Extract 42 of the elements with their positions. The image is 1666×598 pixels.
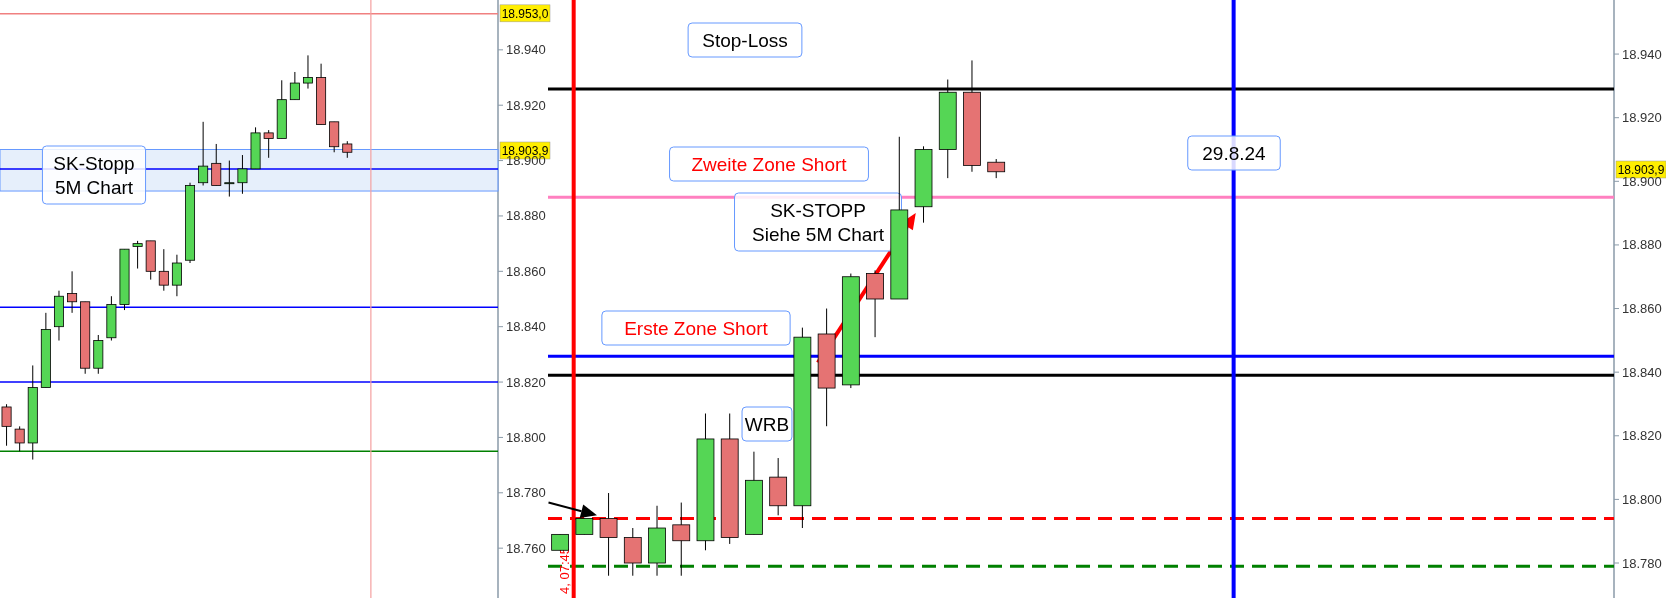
candlestick (132, 240, 143, 270)
y-tick-label: 18.860 (506, 263, 546, 279)
candlestick (67, 270, 78, 314)
ref-line-label: 18.953,0 (501, 6, 549, 21)
y-tick-label: 18.920 (506, 97, 546, 113)
text: 18.903,9 (1617, 163, 1665, 177)
ref-line-label: Erste Zone Short (624, 317, 769, 339)
ref-line-label: Zweite Zone Short (691, 153, 848, 175)
ref-line-label: Stop-Loss (702, 29, 788, 51)
y-tick-label: 18.860 (1622, 301, 1662, 317)
candlestick (302, 54, 313, 90)
y-tick-label: 18.880 (506, 208, 546, 224)
y-tick-label: 18.940 (1622, 46, 1662, 62)
y-tick-label: 18.780 (506, 485, 546, 501)
candlestick (198, 121, 209, 186)
annotation: 29.8.24 (1202, 142, 1267, 164)
annotation: SK-STOPP Siehe 5M Chart (751, 199, 885, 245)
y-tick-label: 18.780 (1622, 555, 1662, 571)
candlestick (224, 160, 235, 198)
y-tick-label: 18.800 (1622, 491, 1662, 507)
y-tick-label: 18.820 (506, 374, 546, 390)
candlestick (171, 254, 182, 297)
y-tick-label: 18.940 (506, 42, 546, 58)
candlestick (158, 248, 169, 292)
candlestick (599, 492, 618, 577)
candlestick (237, 154, 248, 195)
y-tick-label: 18.800 (506, 429, 546, 445)
candlestick (263, 129, 274, 159)
y-tick-label: 18.760 (506, 540, 546, 556)
y-tick-label: 18.820 (1622, 428, 1662, 444)
y-tick-label: 18.840 (1622, 364, 1662, 380)
candlestick (987, 158, 1006, 179)
y-tick-label: 18.840 (506, 319, 546, 335)
y-tick-label: 18.920 (1622, 110, 1662, 126)
candlestick (672, 502, 691, 577)
y-tick-label: 18.880 (1622, 237, 1662, 253)
candlestick (14, 425, 25, 452)
annotation: SK-Stopp 5M Chart (53, 152, 135, 198)
candlestick (211, 143, 222, 186)
candlestick (1, 403, 12, 447)
candlestick (289, 71, 300, 101)
annotation: WRB (744, 413, 790, 435)
